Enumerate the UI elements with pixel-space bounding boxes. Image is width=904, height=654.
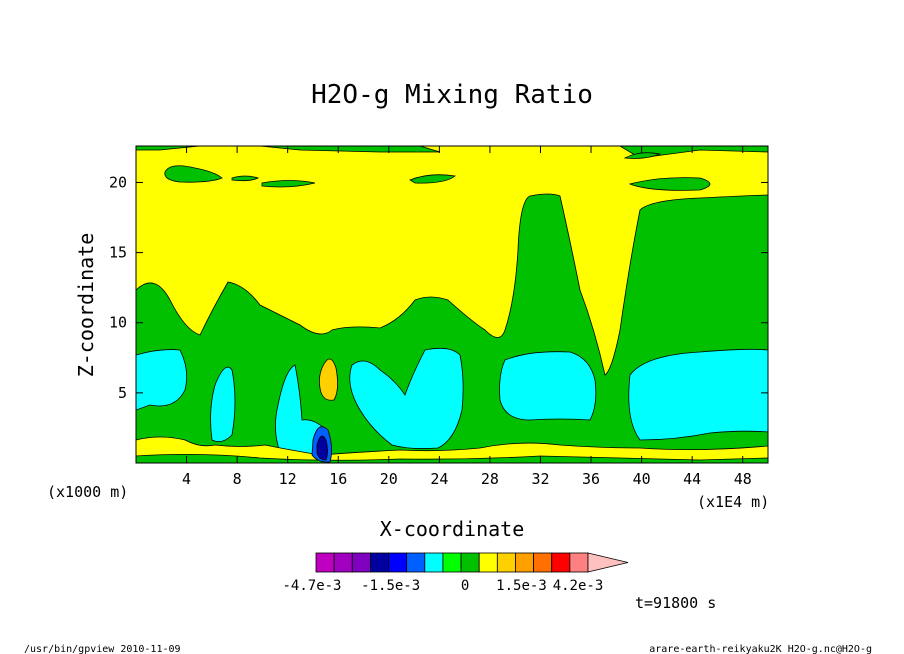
contour-cyan xyxy=(499,351,597,421)
colorbar-tick-label: 4.2e-3 xyxy=(553,578,604,594)
colorbar-swatch xyxy=(496,552,516,573)
y-tick-label: 20 xyxy=(109,173,127,191)
contour-green-blob xyxy=(231,175,260,182)
colorbar-swatch xyxy=(569,552,589,573)
colorbar-labels: -4.7e-3 -1.5e-3 0 1.5e-3 4.2e-3 xyxy=(282,578,603,594)
y-tick-label: 10 xyxy=(109,314,127,332)
x-tick-label: 24 xyxy=(430,470,448,488)
x-tick-label: 36 xyxy=(582,470,600,488)
x-tick-label: 4 xyxy=(182,470,191,488)
contour-dark-blue xyxy=(316,435,328,461)
contour-green-blob xyxy=(164,165,223,183)
x-tick-label: 12 xyxy=(279,470,297,488)
x-tick-label: 28 xyxy=(481,470,499,488)
colorbar-swatch xyxy=(478,552,498,573)
colorbar-swatch xyxy=(460,552,480,573)
colorbar-arrow xyxy=(587,552,629,573)
y-tick-label: 15 xyxy=(109,244,127,262)
colorbar-swatch xyxy=(333,552,353,573)
colorbar-swatch xyxy=(551,552,571,573)
x-axis-unit: (x1E4 m) xyxy=(697,493,769,511)
colorbar-swatch xyxy=(515,552,535,573)
x-tick-label: 20 xyxy=(380,470,398,488)
contour-cyan xyxy=(628,348,768,441)
x-tick-label: 8 xyxy=(233,470,242,488)
footer-left: /usr/bin/gpview 2010-11-09 xyxy=(24,644,181,654)
colorbar-swatch xyxy=(442,552,462,573)
time-label: t=91800 s xyxy=(635,594,716,612)
x-tick-label: 16 xyxy=(329,470,347,488)
y-axis: 5 10 15 20 xyxy=(109,173,768,402)
colorbar-swatch xyxy=(424,552,444,573)
colorbar-swatch xyxy=(533,552,553,573)
y-tick-label: 5 xyxy=(118,384,127,402)
colorbar-swatch xyxy=(351,552,371,573)
colorbar-tick-label: -1.5e-3 xyxy=(361,578,420,594)
contour-green-blob xyxy=(628,177,711,191)
plot-area xyxy=(135,145,769,464)
colorbar-tick-label: -4.7e-3 xyxy=(282,578,341,594)
contour-lower-yellow xyxy=(136,436,768,463)
contour-green-blob xyxy=(623,152,662,159)
colorbar xyxy=(315,552,629,573)
chart-title: H2O-g Mixing Ratio xyxy=(311,80,593,110)
x-axis-title: X-coordinate xyxy=(380,517,525,541)
colorbar-tick-label: 0 xyxy=(461,578,469,594)
contour-green-blob xyxy=(261,180,316,188)
y-axis-unit: (x1000 m) xyxy=(47,483,128,501)
colorbar-swatch xyxy=(406,552,426,573)
contour-cyan xyxy=(210,366,236,443)
x-tick-label: 32 xyxy=(531,470,549,488)
contour-green-blob xyxy=(409,174,456,184)
colorbar-swatch xyxy=(388,552,408,573)
x-tick-label: 40 xyxy=(633,470,651,488)
y-axis-title: Z-coordinate xyxy=(74,233,98,378)
x-tick-label: 44 xyxy=(683,470,701,488)
colorbar-swatch xyxy=(315,552,335,573)
footer-right: arare-earth-reikyaku2K_H2O-g.nc@H2O-g xyxy=(649,644,872,654)
contour-lower-green-strip xyxy=(136,454,768,463)
colorbar-swatch xyxy=(369,552,389,573)
contour-orange xyxy=(318,358,338,401)
plot-frame xyxy=(135,145,769,464)
x-tick-label: 48 xyxy=(734,470,752,488)
contour-cyan xyxy=(349,347,464,449)
colorbar-tick-label: 1.5e-3 xyxy=(496,578,547,594)
x-axis: 4 8 12 16 20 24 28 32 36 40 44 48 xyxy=(182,146,752,488)
contour-upper-green xyxy=(136,146,768,159)
contour-cyan xyxy=(136,349,188,411)
